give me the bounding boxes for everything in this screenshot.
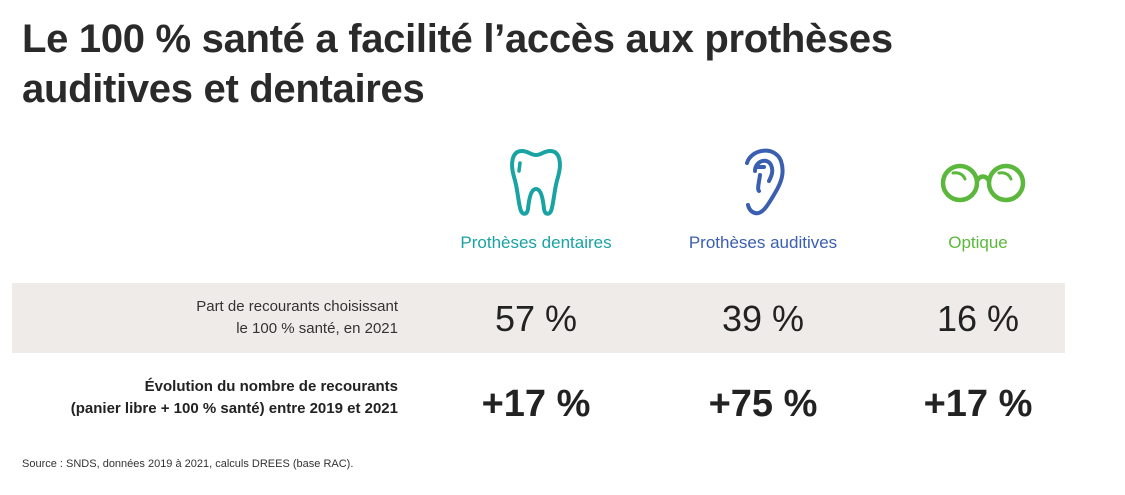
ear-icon: [745, 148, 785, 216]
page-title: Le 100 % santé a facilité l’accès aux pr…: [22, 17, 893, 111]
glasses-icon: [940, 163, 1026, 203]
column-label-auditive: Prothèses auditives: [688, 233, 838, 252]
column-label-dentaire: Prothèses dentaires: [460, 233, 612, 252]
evolution-value-auditive: +75 %: [708, 383, 818, 425]
evolution-label-line-2: (panier libre + 100 % santé) entre 2019 …: [70, 400, 398, 417]
share-value-optique: 16 %: [936, 298, 1020, 339]
tooth-icon: [510, 149, 562, 216]
share-label-line-1: Part de recourants choisissant: [196, 298, 398, 315]
source-note: Source : SNDS, données 2019 à 2021, calc…: [22, 458, 354, 470]
share-value-dentaire: 57 %: [494, 298, 578, 339]
share-row-label: Part de recourants choisissant le 100 % …: [196, 296, 398, 340]
evolution-label-line-1: Évolution du nombre de recourants: [144, 378, 398, 395]
share-label-line-2: le 100 % santé, en 2021: [236, 320, 398, 337]
column-label-optique: Optique: [948, 233, 1008, 252]
evolution-value-dentaire: +17 %: [481, 383, 591, 425]
evolution-value-optique: +17 %: [923, 383, 1033, 425]
share-row-band: [12, 283, 1065, 353]
share-value-auditive: 39 %: [721, 298, 805, 339]
evolution-row-label: Évolution du nombre de recourants (panie…: [71, 376, 398, 420]
